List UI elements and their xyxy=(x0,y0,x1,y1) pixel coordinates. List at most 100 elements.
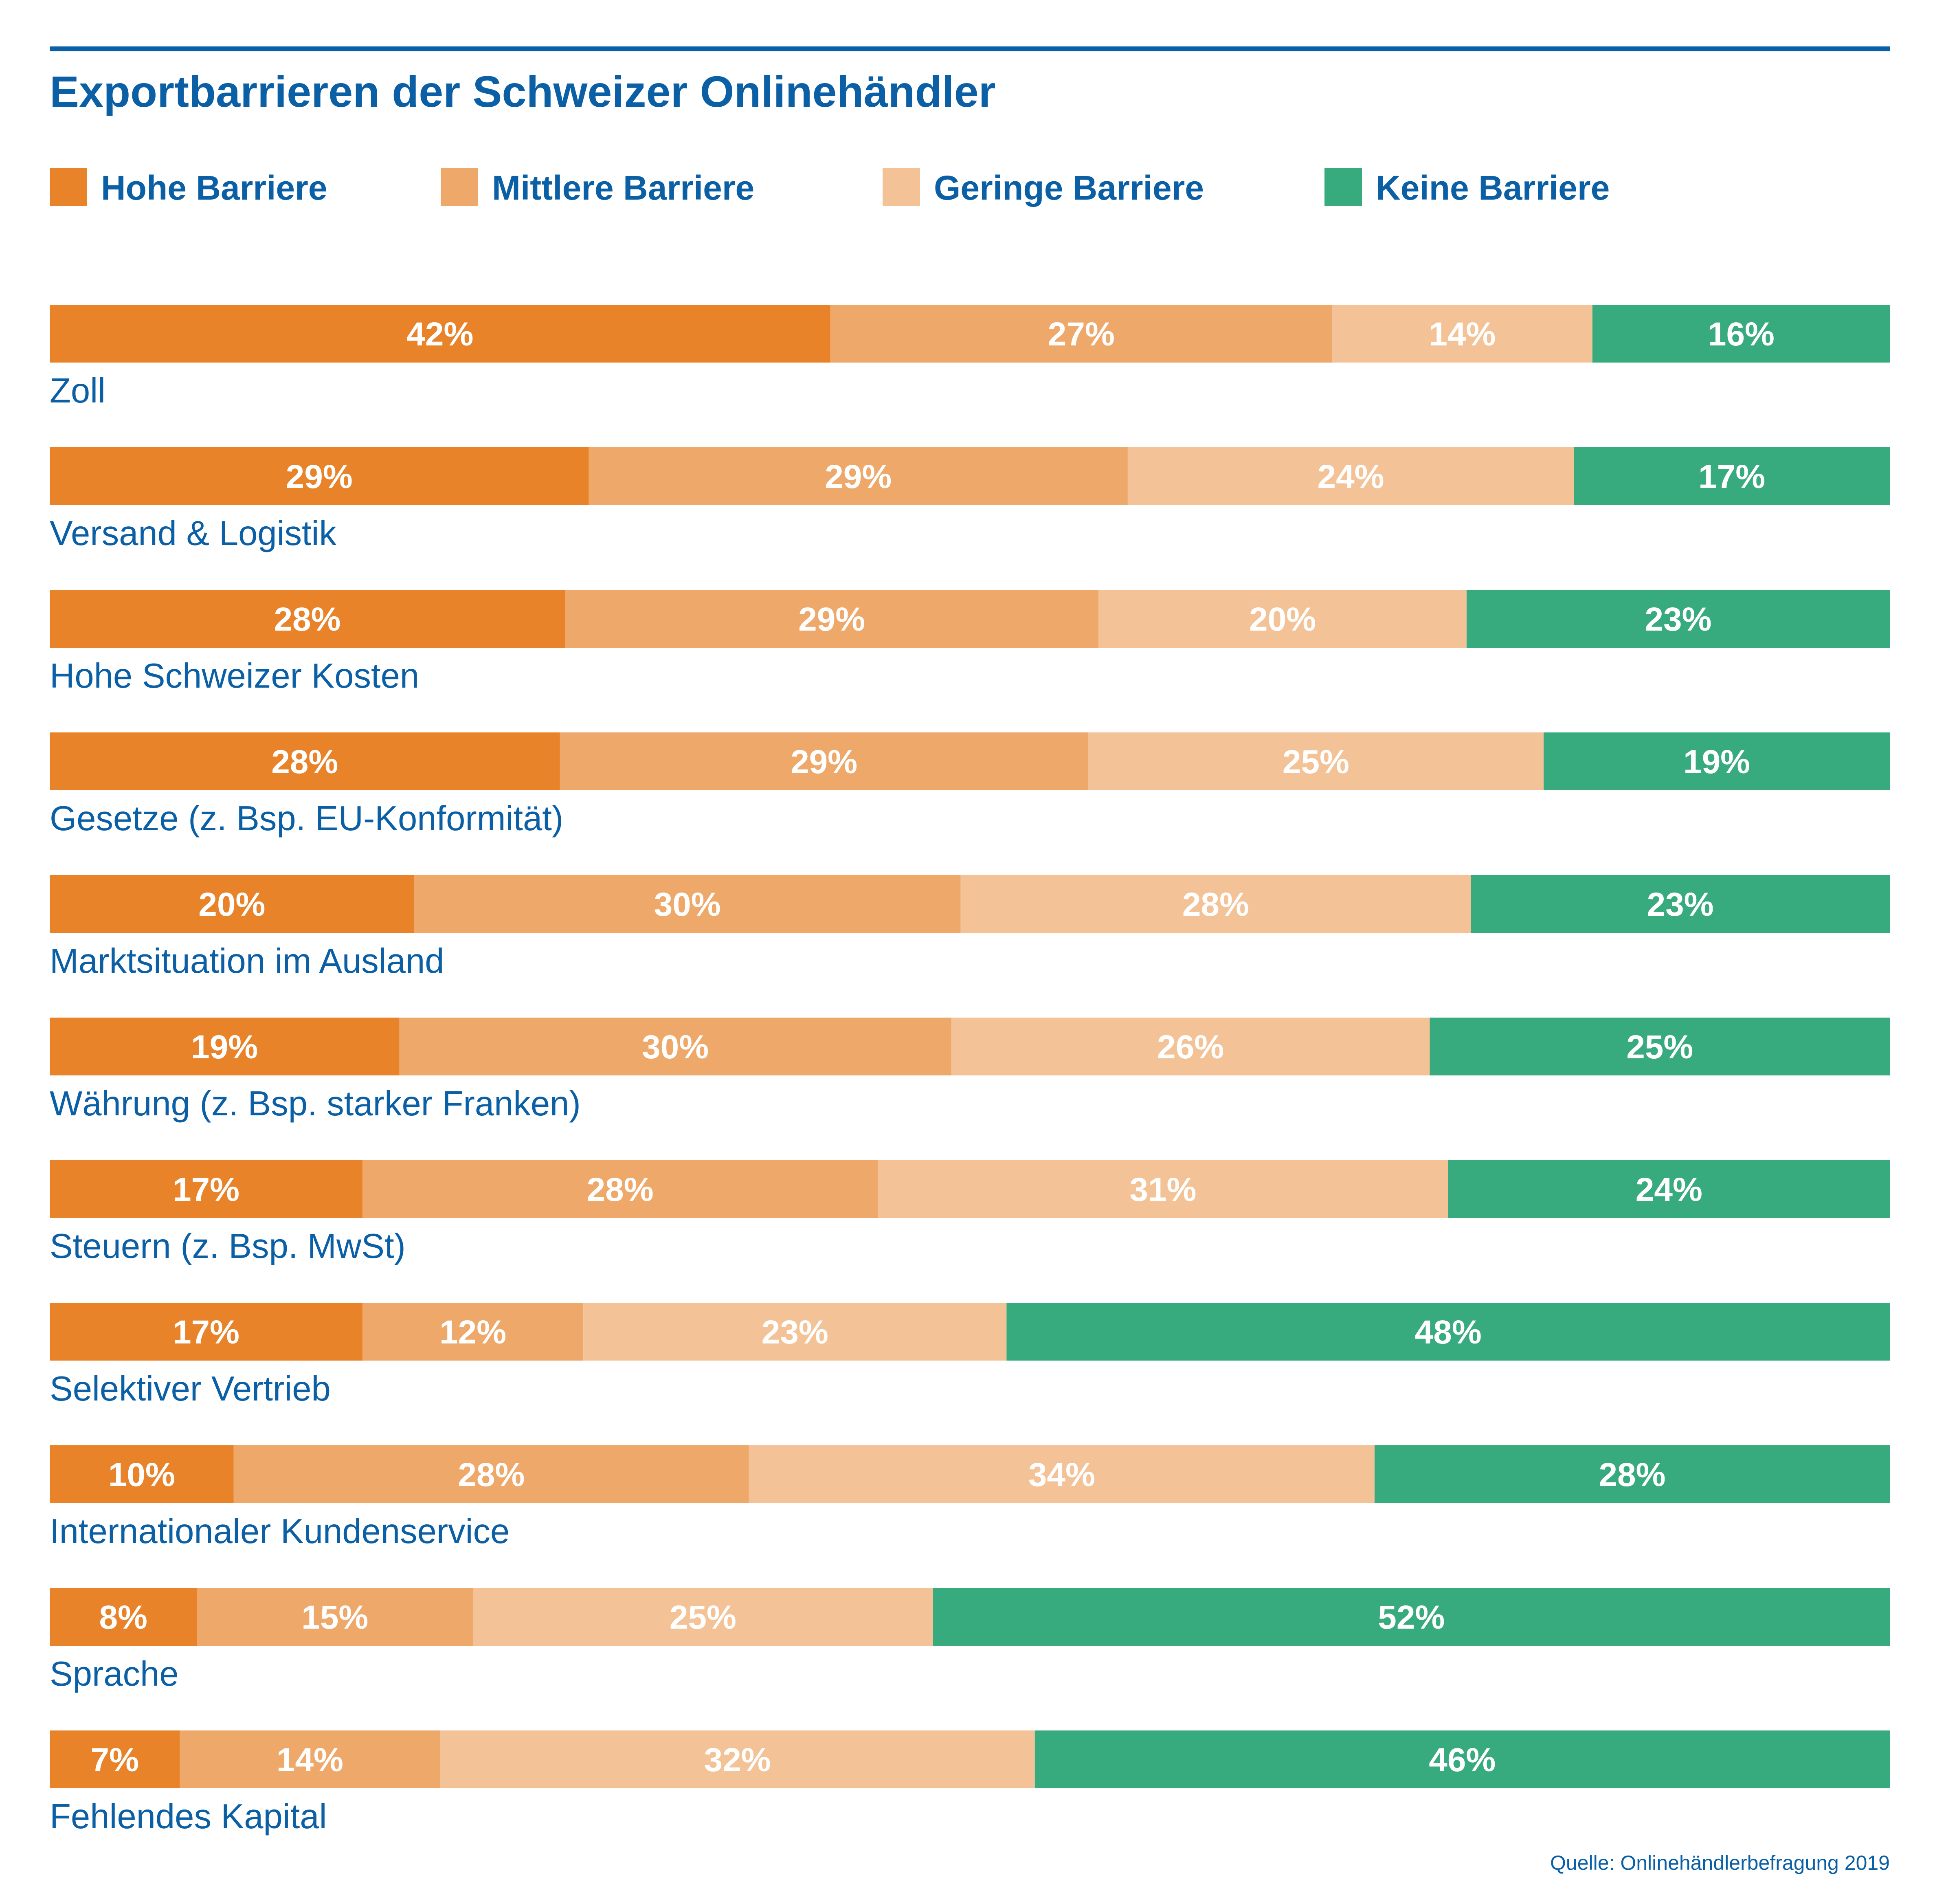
bar-segment xyxy=(1098,590,1467,648)
data-label: 42% xyxy=(406,316,473,353)
bar-segment xyxy=(951,1018,1430,1075)
legend-label: Geringe Barriere xyxy=(934,169,1204,207)
bar-segment xyxy=(1127,447,1574,505)
bar-segment xyxy=(440,1730,1035,1788)
data-label: 27% xyxy=(1048,316,1115,353)
category-label: Hohe Schweizer Kosten xyxy=(50,657,419,695)
bar-row: 42% 27% 14% 16% Zoll xyxy=(50,305,1890,410)
bar-row: 29% 29% 24% 17% Versand & Logistik xyxy=(50,447,1890,553)
bar-segment xyxy=(50,1018,400,1075)
bar-segment xyxy=(50,1303,363,1361)
category-label: Internationaler Kundenservice xyxy=(50,1512,510,1551)
bar-segment xyxy=(50,1445,234,1503)
bar-segment xyxy=(583,1303,1007,1361)
bar-segment xyxy=(50,447,589,505)
bar-segment xyxy=(1466,590,1890,648)
data-label: 29% xyxy=(798,601,865,638)
bar-row: 8% 15% 25% 52% Sprache xyxy=(50,1588,1890,1693)
data-label: 23% xyxy=(762,1314,828,1351)
data-label: 25% xyxy=(670,1599,736,1636)
bar-row: 28% 29% 25% 19% Gesetze (z. Bsp. EU-Konformi… xyxy=(50,732,1890,838)
data-label: 7% xyxy=(90,1741,139,1779)
bar-segment xyxy=(560,732,1088,790)
legend-swatch xyxy=(441,168,478,206)
data-label: 28% xyxy=(587,1171,654,1208)
bar-segment xyxy=(362,1160,878,1218)
data-label: 28% xyxy=(271,743,338,781)
data-label: 31% xyxy=(1129,1171,1196,1208)
data-label: 29% xyxy=(791,743,857,781)
data-label: 29% xyxy=(825,458,892,495)
bar-segment xyxy=(1088,732,1544,790)
legend-item-keine-barriere: Keine Barriere xyxy=(1324,168,1610,207)
data-label: 8% xyxy=(99,1599,147,1636)
data-label: 30% xyxy=(642,1029,709,1066)
data-label: 14% xyxy=(1429,316,1496,353)
bar-row: 17% 28% 31% 24% Steuern (z. Bsp. MwSt) xyxy=(50,1160,1890,1266)
data-label: 17% xyxy=(173,1171,239,1208)
data-label: 48% xyxy=(1415,1314,1482,1351)
bar-segment xyxy=(589,447,1128,505)
legend: Hohe Barriere Mittlere Barriere Geringe Ba… xyxy=(50,168,1610,207)
bar-segment xyxy=(1448,1160,1890,1218)
category-label: Selektiver Vertrieb xyxy=(50,1370,331,1408)
category-label: Zoll xyxy=(50,372,105,410)
category-label: Fehlendes Kapital xyxy=(50,1797,327,1836)
bar-segment xyxy=(197,1588,473,1646)
data-label: 19% xyxy=(191,1029,258,1066)
data-label: 26% xyxy=(1157,1029,1224,1066)
data-label: 23% xyxy=(1645,601,1711,638)
data-label: 46% xyxy=(1429,1741,1496,1779)
legend-swatch xyxy=(50,168,87,206)
legend-swatch xyxy=(883,168,920,206)
bar-segment xyxy=(1430,1018,1890,1075)
data-label: 30% xyxy=(654,886,721,923)
category-label: Steuern (z. Bsp. MwSt) xyxy=(50,1227,406,1266)
legend-item-hohe-barriere: Hohe Barriere xyxy=(50,168,327,207)
data-label: 16% xyxy=(1708,316,1775,353)
data-label: 24% xyxy=(1636,1171,1702,1208)
legend-swatch xyxy=(1324,168,1362,206)
bar-segment xyxy=(1574,447,1890,505)
data-label: 14% xyxy=(277,1741,343,1779)
bar-segment xyxy=(399,1018,951,1075)
category-label: Marktsituation im Ausland xyxy=(50,942,444,981)
category-label: Versand & Logistik xyxy=(50,514,337,553)
data-label: 29% xyxy=(286,458,353,495)
bar-segment xyxy=(960,875,1471,933)
data-label: 23% xyxy=(1647,886,1714,923)
data-label: 28% xyxy=(1599,1456,1665,1493)
data-label: 17% xyxy=(1698,458,1765,495)
legend-label: Hohe Barriere xyxy=(101,169,327,207)
data-label: 17% xyxy=(173,1314,239,1351)
bar-row: 10% 28% 34% 28% Internationaler Kundenservic… xyxy=(50,1445,1890,1551)
bar-segment xyxy=(233,1445,749,1503)
bar-row: 20% 30% 28% 23% Marktsituation im Ausland xyxy=(50,875,1890,981)
data-label: 19% xyxy=(1683,743,1750,781)
bar-row: 28% 29% 20% 23% Hohe Schweizer Kosten xyxy=(50,590,1890,695)
bar-segment xyxy=(878,1160,1448,1218)
bar-segment xyxy=(50,732,560,790)
data-label: 28% xyxy=(1182,886,1249,923)
category-label: Sprache xyxy=(50,1655,179,1693)
bar-segment xyxy=(1332,305,1592,363)
bar-segment xyxy=(50,1588,197,1646)
data-label: 12% xyxy=(439,1314,506,1351)
bar-segment xyxy=(50,875,414,933)
data-label: 24% xyxy=(1317,458,1384,495)
data-label: 28% xyxy=(274,601,340,638)
bar-row: 7% 14% 32% 46% Fehlendes Kapital xyxy=(50,1730,1890,1836)
data-label: 10% xyxy=(108,1456,175,1493)
legend-label: Keine Barriere xyxy=(1376,169,1610,207)
bar-segment xyxy=(565,590,1099,648)
bar-segment xyxy=(1471,875,1890,933)
data-label: 28% xyxy=(458,1456,525,1493)
bar-segment xyxy=(830,305,1332,363)
data-label: 25% xyxy=(1626,1029,1693,1066)
bar-segment xyxy=(414,875,961,933)
data-label: 25% xyxy=(1283,743,1349,781)
bar-segment xyxy=(50,1160,363,1218)
legend-label: Mittlere Barriere xyxy=(492,169,754,207)
legend-item-mittlere-barriere: Mittlere Barriere xyxy=(441,168,754,207)
